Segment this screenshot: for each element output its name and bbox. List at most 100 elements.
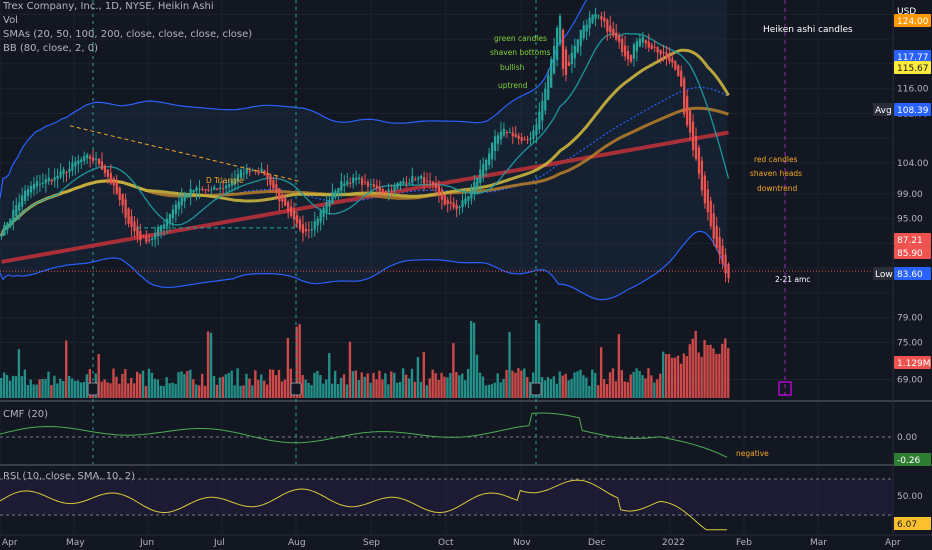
price-label: USD: [897, 7, 916, 17]
price-tick: 75.00: [897, 338, 923, 348]
candle-body: [674, 60, 677, 70]
candle-body: [603, 17, 606, 22]
rsi-legend[interactable]: RSI (10, close, SMA, 10, 2): [3, 470, 135, 484]
candle-body: [136, 226, 139, 236]
volume-bar: [260, 374, 263, 398]
volume-bar: [529, 381, 532, 398]
price-tick: 79.00: [897, 314, 923, 324]
candle-body: [139, 231, 142, 241]
time-tick: Apr: [885, 538, 901, 548]
candle-body: [665, 52, 668, 59]
candle-body: [452, 202, 455, 208]
volume-bar: [428, 378, 431, 398]
candle-body: [328, 199, 331, 207]
price-label-bg: [894, 14, 931, 27]
price-label: 117.77: [897, 53, 929, 63]
candle-body: [606, 19, 609, 32]
candle-body: [517, 135, 520, 139]
candle-body: [23, 190, 27, 201]
volume-bar: [23, 369, 27, 398]
candle-body: [428, 180, 432, 183]
volume-bar: [85, 374, 89, 398]
price-label-prefix-bg: [873, 103, 893, 116]
volume-bar: [715, 353, 718, 398]
volume-bar: [591, 369, 594, 398]
volume-bar: [611, 368, 615, 398]
candle-body: [502, 128, 506, 136]
volume-bar: [644, 378, 647, 398]
candle-body: [174, 204, 177, 214]
candle-body: [121, 193, 124, 206]
volume-bar: [588, 385, 591, 398]
annotation-downtrend: downtrend: [757, 184, 797, 193]
candle-body: [411, 175, 414, 183]
volume-bar: [236, 368, 239, 398]
volume-bar: [286, 337, 290, 398]
volume-bar: [212, 376, 216, 398]
time-tick: Apr: [2, 538, 18, 548]
candle-body: [346, 181, 349, 185]
candle-body: [89, 156, 92, 159]
cmf-legend[interactable]: CMF (20): [3, 408, 48, 422]
volume-bar: [464, 380, 467, 398]
candle-body: [65, 171, 68, 173]
annotation-uptrend: uptrend: [498, 81, 528, 90]
volume-bar: [147, 368, 151, 398]
candle-body: [74, 161, 77, 167]
main-legend[interactable]: Trex Company, Inc., 1D, NYSE, Heikin Ash…: [3, 0, 252, 56]
volume-bar: [162, 385, 165, 398]
candle-body: [363, 181, 367, 183]
candle-body: [154, 233, 157, 240]
price-label: 1.129M: [897, 359, 931, 369]
volume-bar: [73, 380, 77, 398]
price-tick: 69.00: [897, 375, 923, 385]
price-label-bg: [894, 50, 931, 63]
volume-bar: [614, 381, 618, 398]
volume-bar: [520, 370, 523, 398]
volume-bar: [177, 372, 180, 398]
candle-body: [156, 226, 160, 237]
volume-bar: [599, 347, 603, 398]
volume-bar: [582, 375, 585, 398]
volume-bar: [301, 374, 304, 398]
candle-body: [479, 169, 482, 183]
legend-cmf: CMF (20): [3, 409, 49, 420]
volume-bar: [546, 377, 550, 398]
volume-bar: [434, 373, 437, 398]
candle-body: [227, 184, 231, 187]
candle-body: [91, 157, 95, 161]
volume-bar: [422, 351, 425, 398]
volume-bar: [44, 378, 47, 398]
candle-body: [177, 201, 180, 210]
candle-body: [97, 158, 101, 164]
candle-body: [582, 25, 585, 38]
volume-bar: [82, 382, 86, 398]
candle-body: [12, 209, 15, 223]
volume-bar: [697, 352, 700, 398]
candle-body: [133, 221, 136, 232]
candle-body: [278, 188, 281, 201]
candle-body: [561, 29, 565, 69]
volume-bar: [360, 372, 363, 398]
candle-body: [677, 65, 680, 77]
volume-bar: [289, 368, 292, 398]
volume-bar: [679, 363, 683, 398]
candle-body: [558, 15, 562, 44]
volume-bar: [647, 368, 650, 398]
price-label: 85.90: [897, 249, 923, 259]
cmf-axis-tick: 0.00: [897, 433, 917, 443]
cmf-line: [0, 412, 728, 458]
volume-bar: [437, 379, 440, 398]
candle-body: [56, 175, 59, 179]
rsi-pane: [0, 478, 893, 531]
volume-bar: [132, 383, 136, 398]
candle-body: [553, 46, 556, 74]
candle-body: [686, 96, 689, 126]
candle-body: [29, 185, 33, 193]
volume-bar: [602, 379, 606, 398]
volume-bar: [331, 383, 334, 398]
trend-drawings: [0, 125, 893, 272]
candle-body: [709, 200, 712, 227]
price-label-prefix-bg: [873, 267, 893, 280]
